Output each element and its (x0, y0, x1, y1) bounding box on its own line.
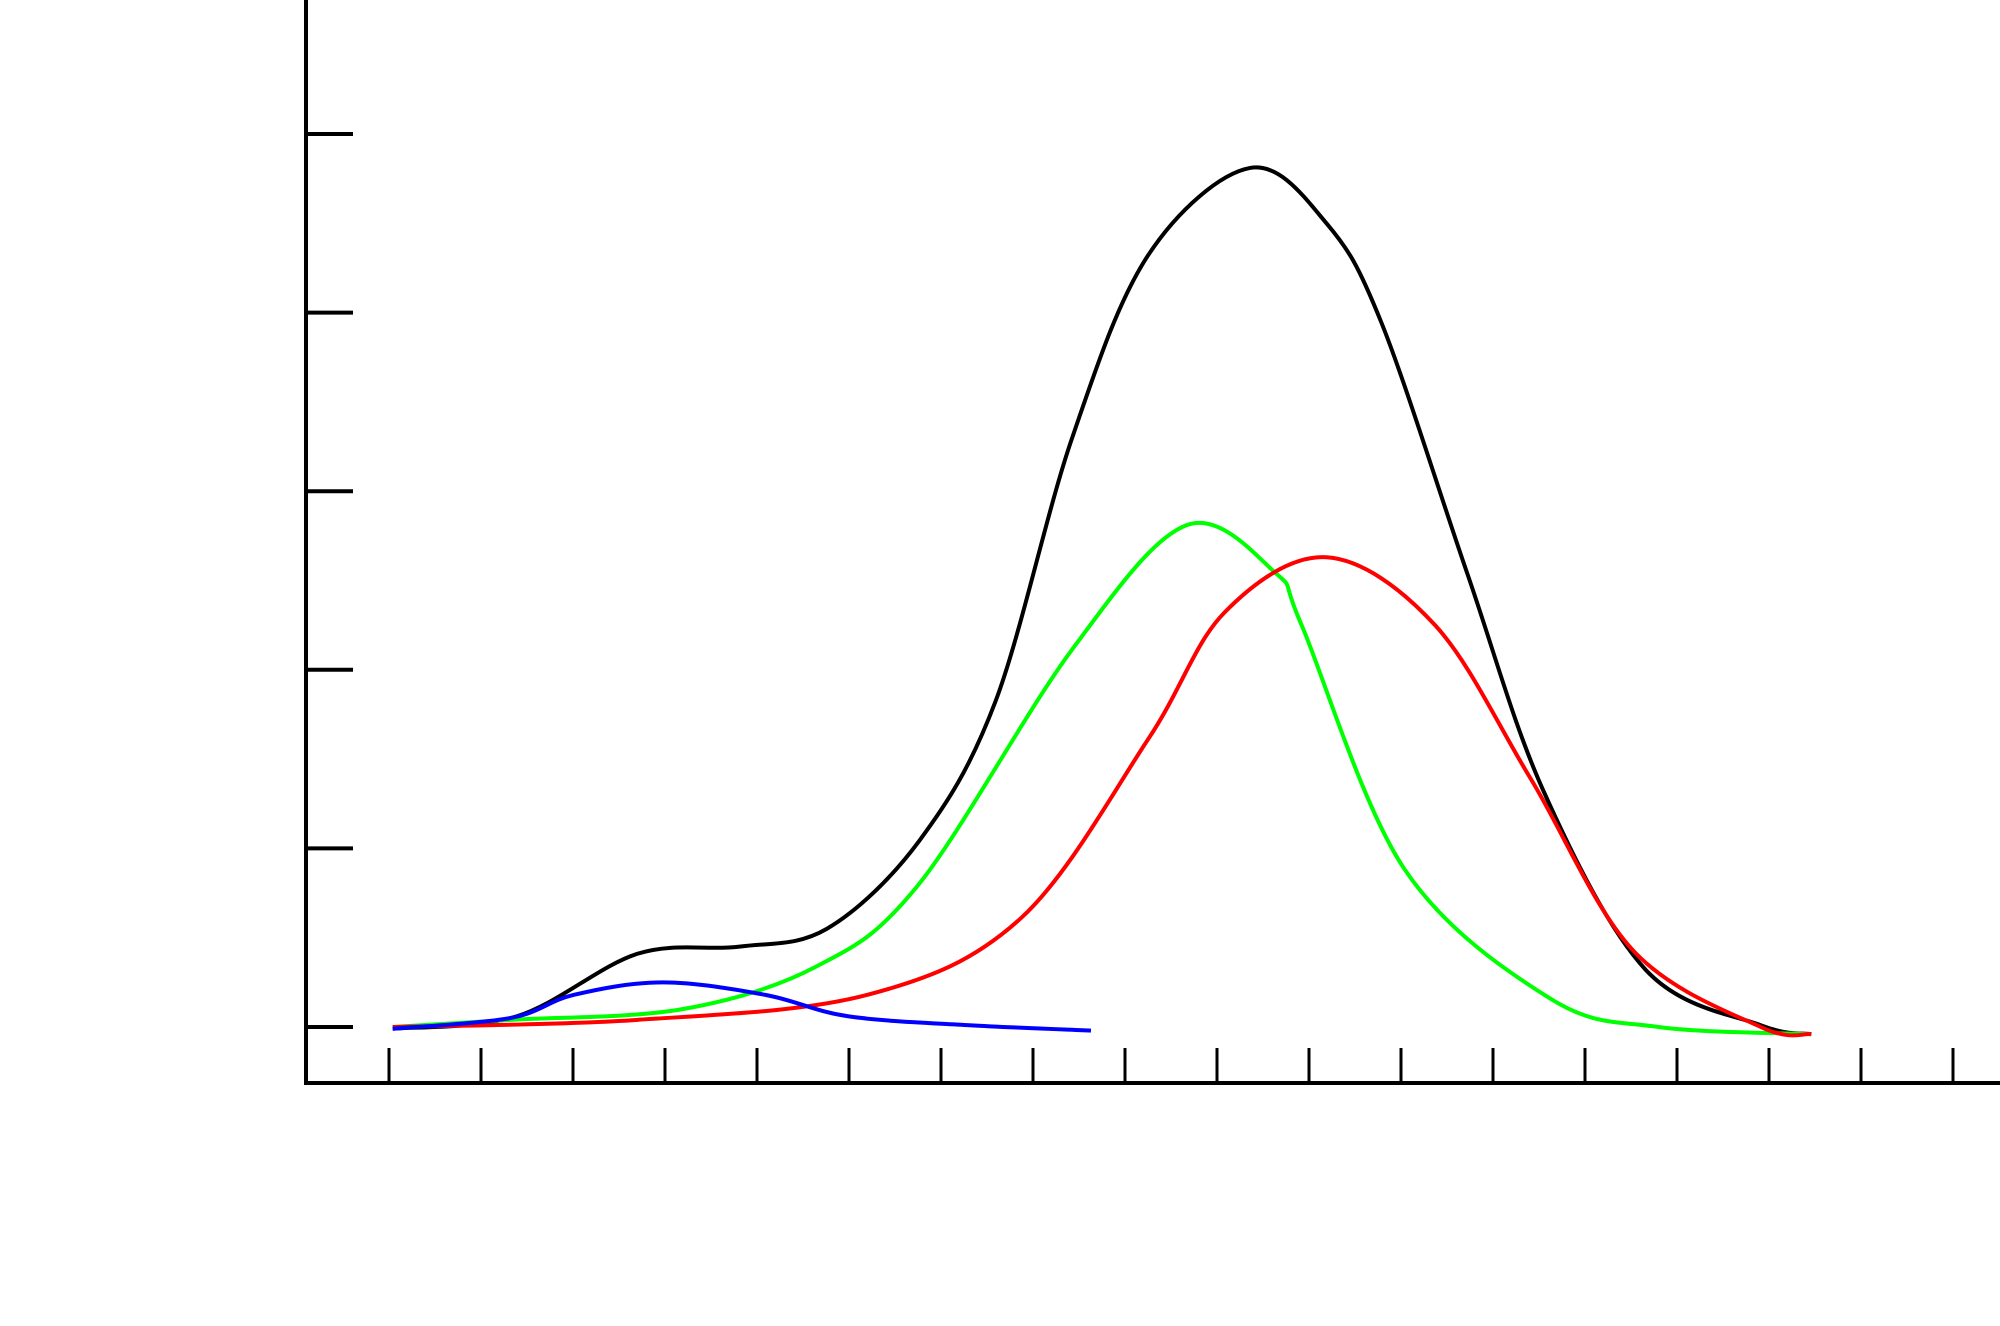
series-lines (392, 165, 1812, 1038)
series-line-blue (392, 980, 1092, 1033)
tick-marks (306, 132, 1955, 1083)
series-line-black (392, 165, 1812, 1037)
series-line-green (392, 520, 1812, 1037)
series-line-red (392, 555, 1812, 1038)
